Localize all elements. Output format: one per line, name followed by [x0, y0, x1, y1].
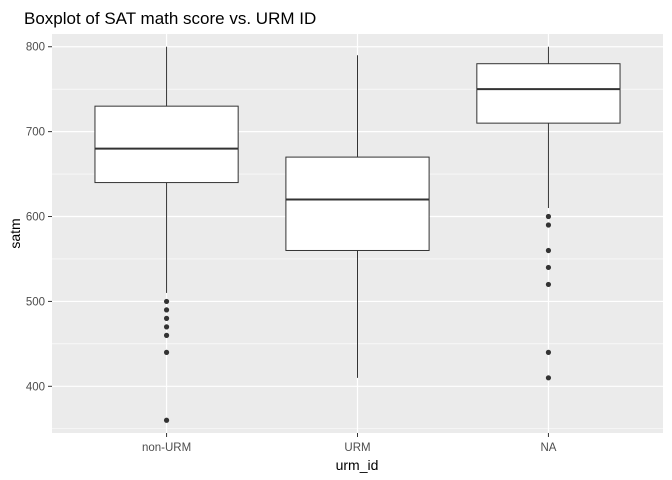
chart-title: Boxplot of SAT math score vs. URM ID — [24, 9, 316, 28]
box — [94, 105, 239, 184]
outlier-point — [163, 332, 170, 338]
box-group-na — [476, 46, 621, 381]
y-tick-label: 700 — [26, 127, 45, 139]
box-group-non-urm — [94, 46, 239, 423]
outlier-point — [163, 315, 170, 321]
outlier-point — [545, 247, 552, 254]
x-tick-label: URM — [344, 442, 370, 454]
box-group-urm — [285, 55, 430, 378]
outlier-point — [163, 298, 170, 305]
outlier-point — [545, 349, 552, 355]
x-axis: non-URM URM NA — [142, 433, 557, 454]
y-tick-label: 600 — [26, 212, 45, 224]
box — [285, 156, 430, 251]
x-tick-label: non-URM — [142, 442, 191, 454]
outlier-point — [545, 222, 552, 228]
y-tick-label: 800 — [26, 42, 45, 54]
y-tick-label: 400 — [26, 381, 45, 393]
outlier-point — [163, 349, 170, 355]
outlier-point — [163, 417, 170, 423]
x-tick-label: NA — [540, 442, 556, 454]
y-axis: 400 500 600 700 800 — [26, 42, 52, 393]
outlier-point — [163, 324, 170, 330]
x-axis-title: urm_id — [336, 457, 379, 473]
outlier-point — [545, 264, 552, 271]
outlier-point — [545, 213, 552, 220]
box — [476, 63, 621, 124]
boxes — [94, 46, 621, 423]
outlier-point — [163, 307, 170, 313]
outlier-point — [545, 375, 552, 381]
outlier-point — [545, 281, 552, 288]
y-tick-label: 500 — [26, 296, 45, 308]
y-axis-title: satm — [7, 218, 23, 248]
